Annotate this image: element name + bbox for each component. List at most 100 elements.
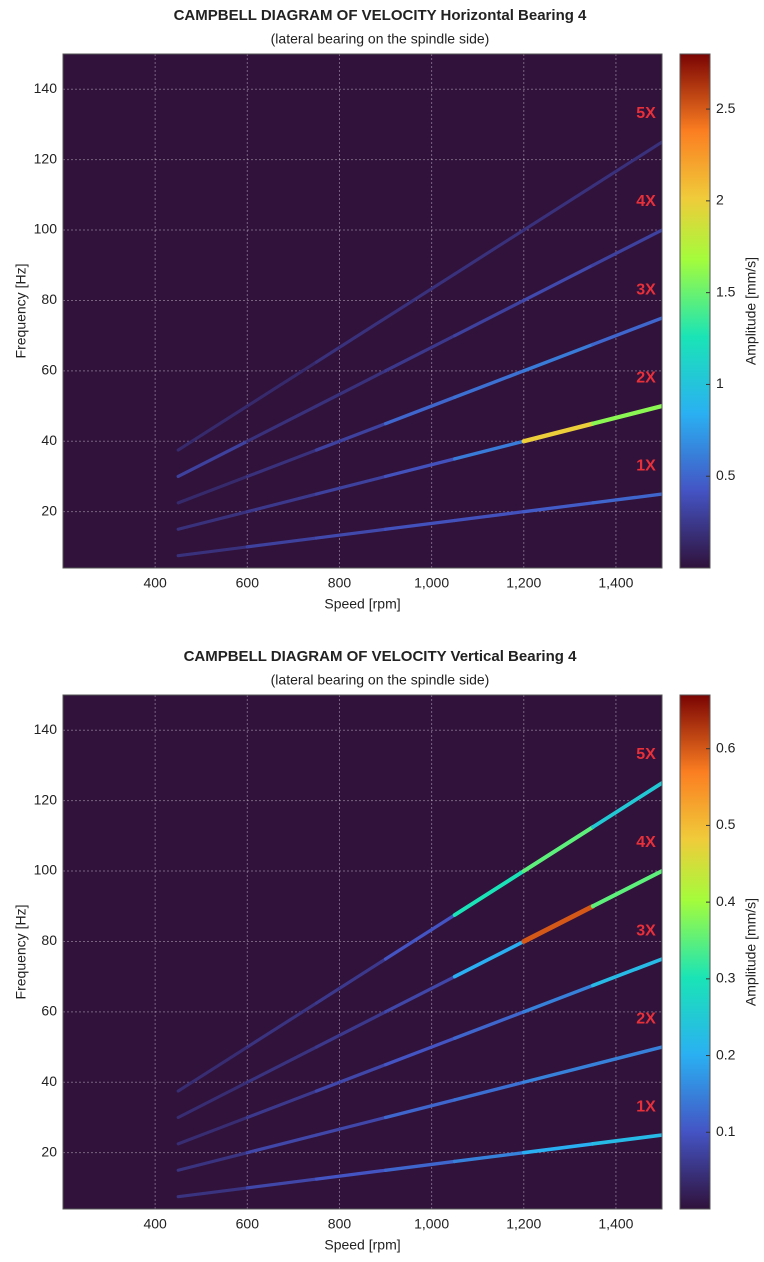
order-line <box>176 492 662 558</box>
order-segment <box>176 474 249 505</box>
order-segment <box>590 869 662 909</box>
order-segment <box>452 369 526 399</box>
y-tick-label: 20 <box>41 1143 57 1159</box>
order-segment <box>522 263 595 303</box>
y-tick-label: 140 <box>34 721 58 737</box>
order-segment <box>383 395 457 426</box>
order-segment <box>521 824 595 874</box>
x-tick-label: 800 <box>328 1216 352 1232</box>
colorbar-label: Amplitude [mm/s] <box>743 257 759 365</box>
order-segment <box>383 913 457 961</box>
order-segment <box>245 404 318 443</box>
y-tick-label: 140 <box>34 80 58 96</box>
order-segment <box>383 518 457 531</box>
order-segment <box>314 474 388 496</box>
order-segment <box>176 1045 249 1093</box>
order-segment <box>453 298 526 338</box>
order-segment <box>245 1045 318 1084</box>
y-tick-label: 40 <box>41 1073 57 1089</box>
x-tick-label: 600 <box>236 1216 260 1232</box>
colorbar-tick-label: 0.1 <box>716 1123 736 1139</box>
order-segment <box>522 501 595 514</box>
order-line <box>176 140 662 452</box>
plot-frame <box>62 694 663 1210</box>
order-segment <box>314 957 388 1005</box>
order-segment <box>383 334 457 373</box>
colorbar-tick-label: 2 <box>716 192 724 208</box>
colorbar-tick-label: 0.2 <box>716 1046 736 1062</box>
y-tick-label: 20 <box>41 502 57 518</box>
y-tick-label: 100 <box>34 862 58 878</box>
order-segment <box>452 1080 526 1102</box>
chart-title: CAMPBELL DIAGRAM OF VELOCITY Vertical Be… <box>184 648 578 665</box>
order-segment <box>245 448 318 479</box>
order-segment <box>314 1115 388 1137</box>
y-tick-label: 80 <box>41 291 57 307</box>
y-tick-label: 120 <box>34 791 58 807</box>
order-segment <box>176 1115 249 1146</box>
order-label: 1X <box>636 457 656 474</box>
order-segment <box>245 1001 318 1049</box>
order-segment <box>245 536 319 549</box>
order-segment <box>452 869 526 917</box>
colorbar-tick-label: 0.3 <box>716 970 736 986</box>
order-line <box>176 1133 662 1199</box>
order-label: 5X <box>636 105 656 122</box>
x-tick-label: 1,000 <box>414 1216 449 1232</box>
order-segment <box>591 781 662 829</box>
colorbar-tick-label: 0.5 <box>716 467 736 483</box>
order-line <box>176 403 662 531</box>
x-axis-label: Speed [rpm] <box>324 596 400 612</box>
colorbar-tick-label: 2.5 <box>716 100 736 116</box>
order-label: 2X <box>636 1010 656 1027</box>
order-segment <box>245 1089 319 1120</box>
order-segment <box>383 1098 457 1120</box>
colorbar-tick-label: 1.5 <box>716 283 736 299</box>
colorbar-tick-label: 0.4 <box>716 893 736 909</box>
order-segment <box>245 360 318 408</box>
order-segment <box>591 228 662 267</box>
order-label: 4X <box>636 193 656 210</box>
y-tick-label: 100 <box>34 221 58 237</box>
order-segment <box>522 184 595 232</box>
colorbar-label: Amplitude [mm/s] <box>743 898 759 1006</box>
plot-frame <box>62 53 663 569</box>
order-segment <box>591 957 662 988</box>
y-tick-label: 40 <box>41 432 57 448</box>
x-tick-label: 1,400 <box>598 575 633 591</box>
y-tick-label: 60 <box>41 362 57 378</box>
plot-area <box>63 54 662 568</box>
order-label: 4X <box>636 834 656 851</box>
y-tick-label: 60 <box>41 1003 57 1019</box>
x-tick-label: 400 <box>143 575 167 591</box>
order-segment <box>383 272 457 320</box>
chart: CAMPBELL DIAGRAM OF VELOCITY Vertical Be… <box>13 648 759 1253</box>
order-segment <box>521 1142 595 1155</box>
x-axis-label: Speed [rpm] <box>324 1237 400 1253</box>
y-axis-label: Frequency [Hz] <box>13 905 29 1000</box>
order-segment <box>453 510 526 523</box>
x-tick-label: 1,000 <box>414 575 449 591</box>
colorbar-tick-label: 1 <box>716 375 724 391</box>
chart-subtitle: (lateral bearing on the spindle side) <box>271 672 490 688</box>
order-line <box>176 957 662 1146</box>
order-segment <box>591 316 662 347</box>
order-segment <box>591 492 662 505</box>
order-segment <box>176 545 249 558</box>
order-label: 3X <box>636 281 656 298</box>
order-label: 1X <box>636 1098 656 1115</box>
order-line <box>176 1045 662 1172</box>
order-segment <box>176 510 249 531</box>
order-segment <box>176 1186 249 1199</box>
order-segment <box>453 228 526 276</box>
order-line <box>176 316 662 505</box>
order-segment <box>245 1133 319 1155</box>
order-segment <box>591 1133 662 1146</box>
colorbar <box>679 694 711 1210</box>
order-segment <box>383 1159 457 1172</box>
order-segment <box>383 457 457 479</box>
order-label: 3X <box>636 922 656 939</box>
order-line <box>176 228 662 479</box>
x-tick-label: 600 <box>236 575 260 591</box>
order-segment <box>176 1151 249 1172</box>
